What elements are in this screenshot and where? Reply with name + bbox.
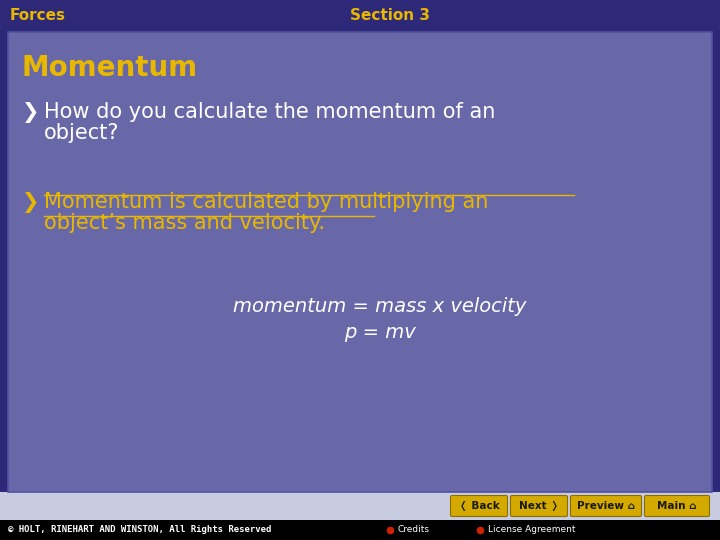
Text: object’s mass and velocity.: object’s mass and velocity. (44, 213, 325, 233)
FancyBboxPatch shape (451, 496, 508, 516)
Text: ❯: ❯ (22, 192, 40, 213)
Text: object?: object? (44, 123, 120, 143)
Text: Preview ⌂: Preview ⌂ (577, 501, 635, 511)
Text: Section 3: Section 3 (350, 9, 430, 24)
Text: Momentum is calculated by multiplying an: Momentum is calculated by multiplying an (44, 192, 488, 212)
Text: Next ❭: Next ❭ (519, 501, 559, 511)
Bar (0, 492, 720, 520)
FancyBboxPatch shape (570, 496, 642, 516)
Text: License Agreement: License Agreement (488, 525, 575, 535)
Bar (8, 32, 712, 492)
Text: Forces: Forces (10, 9, 66, 24)
Text: Credits: Credits (398, 525, 430, 535)
Text: ❬ Back: ❬ Back (459, 501, 500, 511)
Text: ❯: ❯ (22, 102, 40, 123)
FancyBboxPatch shape (644, 496, 709, 516)
Text: Momentum: Momentum (22, 54, 198, 82)
Bar (0, 0, 720, 32)
Text: © HOLT, RINEHART AND WINSTON, All Rights Reserved: © HOLT, RINEHART AND WINSTON, All Rights… (8, 525, 271, 535)
Bar (0, 520, 720, 540)
Text: p = mv: p = mv (344, 323, 416, 342)
Text: momentum = mass x velocity: momentum = mass x velocity (233, 297, 527, 316)
FancyBboxPatch shape (510, 496, 567, 516)
Text: Main ⌂: Main ⌂ (657, 501, 697, 511)
Text: How do you calculate the momentum of an: How do you calculate the momentum of an (44, 102, 495, 122)
